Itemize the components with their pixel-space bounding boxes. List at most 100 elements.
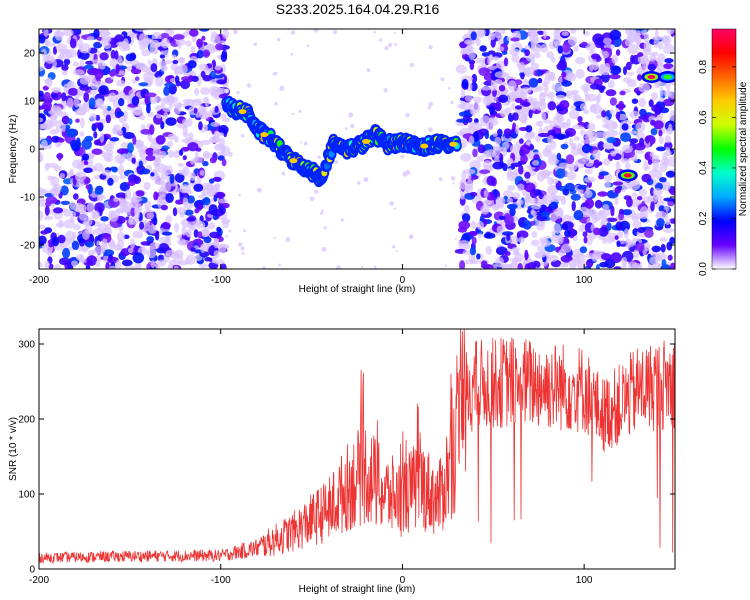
noise-blob: [91, 210, 100, 220]
noise-blob: [546, 254, 559, 262]
noise-blob: [146, 103, 151, 114]
noise-blob: [663, 197, 675, 202]
noise-blob: [150, 260, 156, 269]
noise-blob: [39, 187, 45, 197]
noise-blob: [348, 112, 354, 118]
noise-blob: [119, 174, 126, 180]
noise-blob: [334, 160, 339, 165]
noise-blob: [83, 92, 90, 103]
noise-blob: [480, 205, 490, 215]
noise-blob: [549, 212, 558, 222]
noise-blob: [650, 128, 658, 136]
noise-blob: [101, 169, 111, 176]
noise-blob: [79, 85, 90, 91]
noise-blob: [567, 36, 578, 47]
noise-blob: [141, 49, 151, 57]
noise-blob: [651, 245, 662, 253]
noise-blob: [450, 100, 454, 105]
noise-blob: [168, 150, 174, 158]
noise-blob: [601, 116, 609, 123]
noise-blob: [73, 96, 80, 108]
noise-blob: [95, 114, 100, 121]
noise-blob: [395, 249, 398, 252]
noise-blob: [570, 193, 581, 201]
noise-blob: [323, 226, 327, 230]
noise-blob: [602, 204, 610, 211]
noise-blob: [108, 241, 116, 250]
noise-blob: [666, 29, 675, 35]
noise-blob: [498, 85, 506, 92]
noise-blob: [55, 106, 63, 117]
noise-blob: [219, 263, 227, 269]
noise-blob: [45, 77, 53, 88]
noise-blob: [496, 128, 503, 138]
noise-blob: [98, 63, 106, 70]
noise-blob: [57, 152, 62, 161]
noise-blob: [63, 58, 71, 66]
noise-blob: [458, 111, 471, 117]
noise-blob: [468, 135, 475, 145]
noise-blob: [45, 55, 55, 64]
noise-blob: [488, 33, 496, 41]
noise-blob: [469, 61, 475, 71]
noise-blob: [218, 203, 223, 211]
noise-blob: [507, 167, 513, 176]
noise-blob: [109, 137, 120, 142]
noise-blob: [589, 211, 599, 219]
noise-blob: [483, 189, 489, 198]
noise-blob: [408, 234, 414, 240]
noise-blob: [197, 204, 203, 211]
noise-blob: [118, 98, 125, 107]
noise-blob: [96, 36, 103, 41]
noise-blob: [107, 177, 114, 186]
noise-blob: [221, 158, 227, 167]
noise-blob: [592, 149, 601, 159]
noise-blob: [83, 167, 93, 174]
noise-blob: [107, 92, 117, 103]
noise-blob: [658, 96, 664, 103]
noise-blob: [510, 144, 521, 154]
noise-blob: [155, 114, 162, 119]
noise-blob: [363, 177, 369, 182]
noise-blob: [524, 249, 529, 261]
noise-blob: [626, 79, 637, 88]
noise-blob: [635, 149, 644, 155]
noise-blob: [669, 186, 675, 196]
noise-blob: [444, 264, 447, 267]
noise-blob: [131, 157, 136, 164]
noise-blob: [594, 199, 603, 209]
x-tick-label: 0: [400, 275, 406, 286]
noise-blob: [39, 210, 44, 221]
noise-blob: [625, 61, 632, 71]
noise-blob: [139, 43, 146, 51]
noise-blob: [89, 113, 97, 122]
noise-blob: [479, 115, 491, 127]
noise-blob: [222, 29, 229, 39]
x-tick-label: -100: [211, 275, 231, 286]
noise-blob: [559, 100, 570, 110]
noise-blob: [200, 243, 206, 254]
noise-blob: [405, 113, 410, 118]
noise-blob: [585, 168, 593, 175]
noise-blob: [605, 217, 618, 222]
noise-blob: [182, 197, 189, 205]
noise-blob: [469, 103, 474, 115]
noise-blob: [61, 64, 69, 71]
noise-blob: [506, 197, 513, 204]
noise-blob: [165, 249, 177, 257]
noise-blob: [68, 118, 73, 125]
noise-blob: [639, 108, 647, 117]
noise-blob: [544, 144, 552, 155]
noise-blob: [221, 146, 231, 157]
noise-blob: [580, 129, 586, 137]
noise-blob: [213, 238, 219, 249]
noise-blob: [291, 112, 295, 116]
noise-blob: [144, 200, 152, 211]
noise-blob: [611, 54, 619, 64]
noise-blob: [172, 34, 185, 40]
noise-blob: [537, 245, 544, 252]
noise-blob: [49, 114, 58, 121]
noise-blob: [455, 64, 467, 74]
noise-blob: [222, 220, 230, 229]
noise-blob: [507, 185, 516, 191]
